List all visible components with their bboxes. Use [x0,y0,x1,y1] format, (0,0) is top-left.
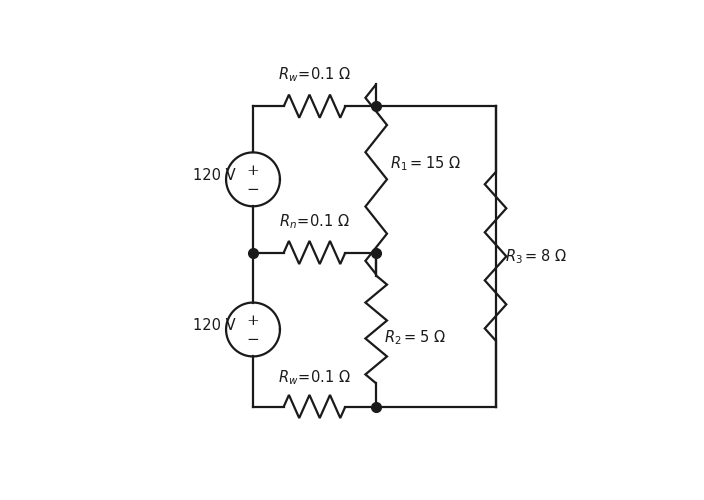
Text: $-$: $-$ [246,181,260,195]
Text: +: + [246,164,259,178]
Text: $R_3 = 8\ \Omega$: $R_3 = 8\ \Omega$ [505,247,567,266]
Text: $R_2 = 5\ \Omega$: $R_2 = 5\ \Omega$ [384,328,446,346]
Text: 120 V: 120 V [193,318,236,333]
Text: $R_n\!=\!0.1\ \Omega$: $R_n\!=\!0.1\ \Omega$ [279,212,350,232]
Text: $-$: $-$ [246,331,260,345]
Text: $R_w\!=\!0.1\ \Omega$: $R_w\!=\!0.1\ \Omega$ [278,65,351,84]
Text: +: + [246,314,259,328]
Text: 120 V: 120 V [193,168,236,183]
Text: $R_1 = 15\ \Omega$: $R_1 = 15\ \Omega$ [390,154,460,174]
Text: $R_w\!=\!0.1\ \Omega$: $R_w\!=\!0.1\ \Omega$ [278,368,351,387]
